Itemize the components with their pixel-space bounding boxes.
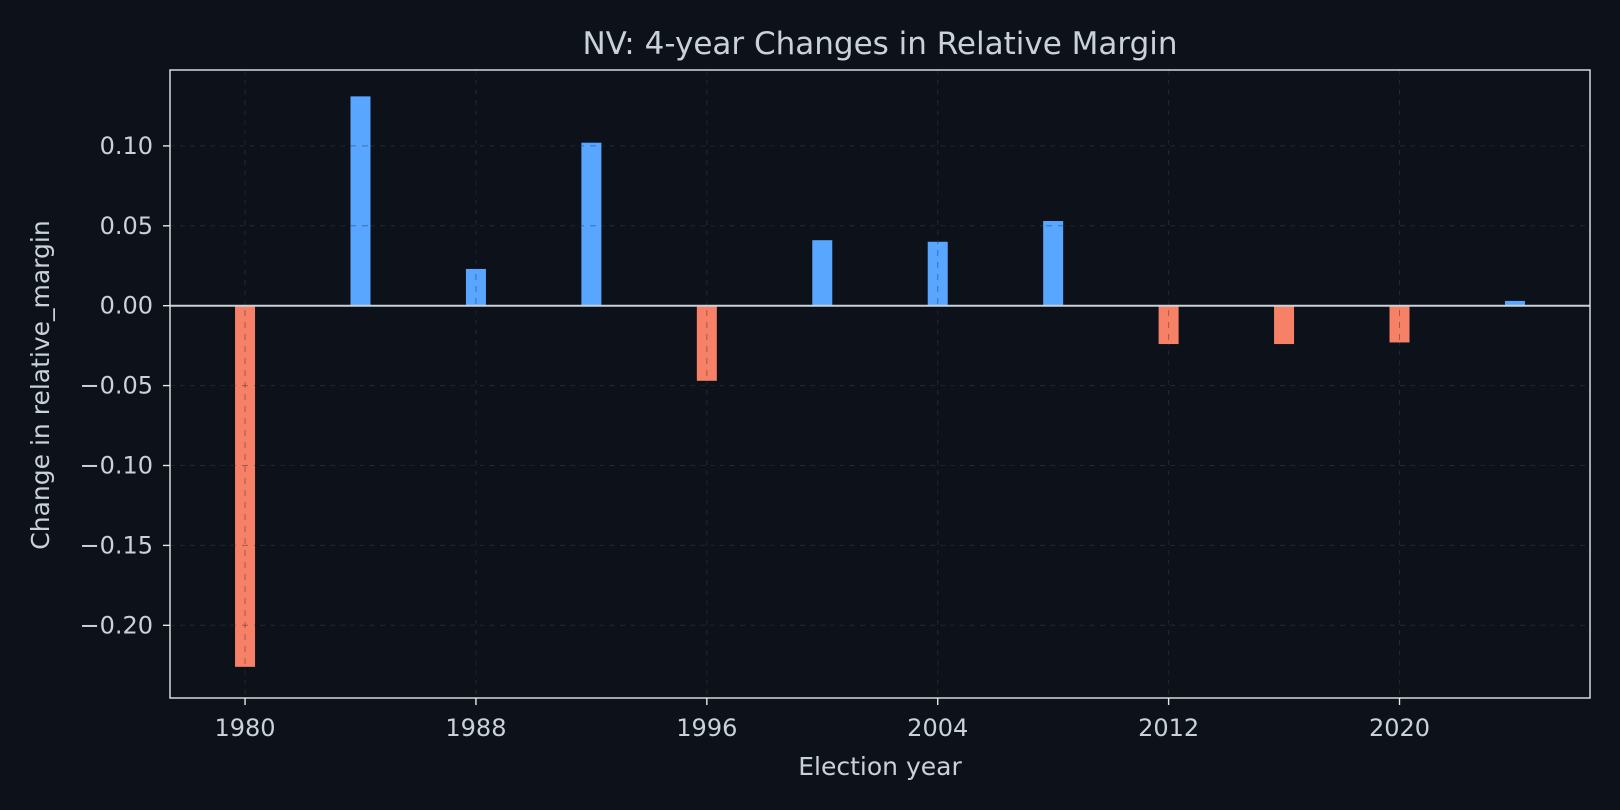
y-tick-label: −0.20 — [79, 611, 153, 639]
x-axis-label: Election year — [798, 752, 962, 781]
x-tick-label: 2020 — [1369, 714, 1430, 742]
bar-2004 — [927, 241, 948, 306]
x-tick-label: 1988 — [445, 714, 506, 742]
x-tick-label: 1996 — [676, 714, 737, 742]
plot-frame — [169, 69, 1591, 699]
bar-2016 — [1274, 305, 1295, 345]
bar-1988 — [465, 268, 486, 306]
y-tick-label: 0.10 — [100, 132, 153, 160]
y-axis-ticks: −0.20 −0.15 −0.10 −0.05 0.00 0.05 0.10 — [79, 132, 170, 639]
bar-1996 — [696, 305, 717, 381]
y-tick-label: −0.10 — [79, 451, 153, 479]
x-tick-label: 1980 — [215, 714, 276, 742]
bar-2020 — [1389, 305, 1410, 343]
bar-1980 — [235, 305, 256, 667]
x-tick-label: 2012 — [1138, 714, 1199, 742]
y-tick-label: 0.05 — [100, 212, 153, 240]
y-axis-label: Change in relative_margin — [26, 220, 55, 549]
bar-2000 — [812, 240, 833, 306]
bar-2008 — [1043, 221, 1064, 306]
bar-2012 — [1158, 305, 1179, 345]
bars — [235, 96, 1525, 667]
y-tick-label: −0.15 — [79, 531, 153, 559]
chart-title: NV: 4-year Changes in Relative Margin — [582, 26, 1177, 62]
x-tick-label: 2004 — [907, 714, 968, 742]
bar-2024 — [1504, 300, 1525, 306]
x-axis-ticks: 1980 1988 1996 2004 2012 2020 — [215, 698, 1430, 742]
bar-1984 — [350, 96, 371, 306]
y-tick-label: −0.05 — [79, 372, 153, 400]
y-tick-label: 0.00 — [100, 292, 153, 320]
bar-1992 — [581, 142, 602, 306]
